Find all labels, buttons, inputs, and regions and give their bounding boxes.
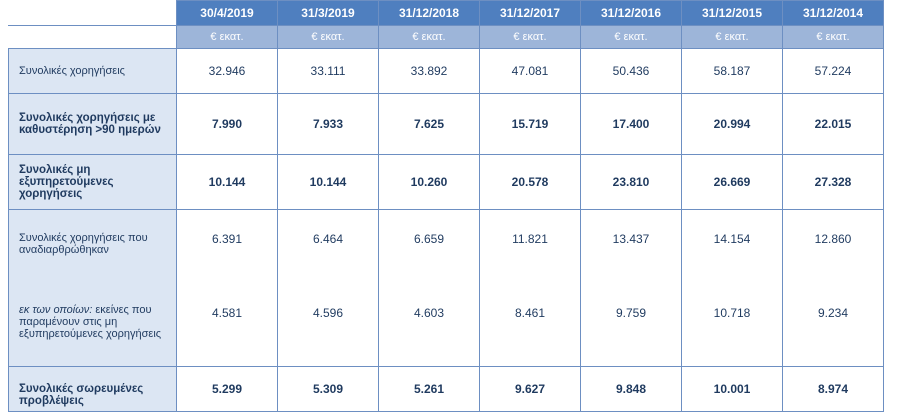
cell-value: 14.154 (713, 232, 751, 246)
cell-value: 6.464 (312, 232, 344, 246)
table-cell: 57.224 (782, 48, 884, 94)
unit-header-row: € εκατ. € εκατ. € εκατ. € εκατ. € εκατ. … (8, 25, 884, 49)
loan-statistics-table: 30/4/2019 31/3/2019 31/12/2018 31/12/201… (8, 0, 884, 412)
cell-value: 9.234 (817, 306, 849, 320)
table-cell: 5.299 (176, 366, 278, 412)
table-cell: 14.154 10.718 (681, 209, 783, 367)
table-cell: 5.261 (378, 366, 480, 412)
table-row: Συνολικές χορηγήσεις 32.946 33.111 33.89… (8, 48, 884, 94)
table-cell: 20.994 (681, 93, 783, 155)
unit-header: € εκατ. (681, 25, 783, 49)
cell-value: 8.461 (514, 306, 546, 320)
table-cell: 15.719 (479, 93, 581, 155)
table-cell: 7.625 (378, 93, 480, 155)
table-cell: 12.860 9.234 (782, 209, 884, 367)
column-header: 31/3/2019 (277, 0, 379, 26)
table-cell: 10.260 (378, 154, 480, 210)
cell-value: 9.759 (615, 306, 647, 320)
column-header: 30/4/2019 (176, 0, 278, 26)
unit-header: € εκατ. (277, 25, 379, 49)
table-cell: 32.946 (176, 48, 278, 94)
table-cell: 10.144 (277, 154, 379, 210)
table-cell: 50.436 (580, 48, 682, 94)
cell-value: 10.718 (713, 306, 751, 320)
column-header: 31/12/2014 (782, 0, 884, 26)
cell-value: 4.596 (312, 306, 344, 320)
label-rest: εκείνες που παραμένουν στις μη εξυπηρετο… (19, 304, 162, 340)
cell-value: 12.860 (814, 232, 852, 246)
row-label: Συνολικές σωρευμένες προβλέψεις (8, 366, 177, 412)
cell-value: 11.821 (512, 232, 548, 246)
unit-header: € εκατ. (479, 25, 581, 49)
cell-value: 6.391 (211, 232, 243, 246)
table-cell: 6.464 4.596 (277, 209, 379, 367)
cell-value: 4.581 (211, 306, 243, 320)
label-prefix: εκ των οποίων: (19, 304, 93, 316)
row-label: Συνολικές χορηγήσεις που αναδιαρθρώθηκαν… (8, 209, 177, 367)
table-cell: 6.391 4.581 (176, 209, 278, 367)
table-cell: 8.974 (782, 366, 884, 412)
table-cell: 11.821 8.461 (479, 209, 581, 367)
table-cell: 5.309 (277, 366, 379, 412)
column-header: 31/12/2018 (378, 0, 480, 26)
table-cell: 10.144 (176, 154, 278, 210)
table-row: Συνολικές χορηγήσεις με καθυστέρηση >90 … (8, 93, 884, 155)
table-cell: 26.669 (681, 154, 783, 210)
table-cell: 22.015 (782, 93, 884, 155)
unit-header: € εκατ. (782, 25, 884, 49)
table-cell: 9.627 (479, 366, 581, 412)
table-cell: 27.328 (782, 154, 884, 210)
table-row: Συνολικές σωρευμένες προβλέψεις 5.299 5.… (8, 366, 884, 412)
unit-header: € εκατ. (378, 25, 480, 49)
loan-table-container: 30/4/2019 31/3/2019 31/12/2018 31/12/201… (8, 0, 884, 412)
table-cell: 9.848 (580, 366, 682, 412)
non-performing-restructured-label: εκ των οποίων: εκείνες που παραμένουν στ… (19, 304, 170, 340)
cell-value: 4.603 (413, 306, 445, 320)
table-cell: 47.081 (479, 48, 581, 94)
table-cell: 17.400 (580, 93, 682, 155)
table-cell: 33.111 (277, 48, 379, 94)
cell-value: 6.659 (413, 232, 445, 246)
table-cell: 7.990 (176, 93, 278, 155)
table-cell: 33.892 (378, 48, 480, 94)
row-label: Συνολικές χορηγήσεις με καθυστέρηση >90 … (8, 93, 177, 155)
cell-value: 13.437 (612, 232, 650, 246)
table-cell: 7.933 (277, 93, 379, 155)
row-label: Συνολικές χορηγήσεις (8, 48, 177, 94)
table-cell: 13.437 9.759 (580, 209, 682, 367)
table-row: Συνολικές μη εξυπηρετούμενες χορηγήσεις … (8, 154, 884, 210)
unit-corner (8, 25, 177, 49)
unit-header: € εκατ. (580, 25, 682, 49)
table-cell: 10.001 (681, 366, 783, 412)
column-header: 31/12/2017 (479, 0, 581, 26)
column-header: 31/12/2015 (681, 0, 783, 26)
header-corner (8, 0, 177, 26)
table-cell: 23.810 (580, 154, 682, 210)
date-header-row: 30/4/2019 31/3/2019 31/12/2018 31/12/201… (8, 0, 884, 26)
table-cell: 6.659 4.603 (378, 209, 480, 367)
row-label: Συνολικές μη εξυπηρετούμενες χορηγήσεις (8, 154, 177, 210)
table-cell: 20.578 (479, 154, 581, 210)
table-cell: 58.187 (681, 48, 783, 94)
unit-header: € εκατ. (176, 25, 278, 49)
column-header: 31/12/2016 (580, 0, 682, 26)
restructured-label: Συνολικές χορηγήσεις που αναδιαρθρώθηκαν (19, 232, 148, 256)
table-row: Συνολικές χορηγήσεις που αναδιαρθρώθηκαν… (8, 209, 884, 367)
